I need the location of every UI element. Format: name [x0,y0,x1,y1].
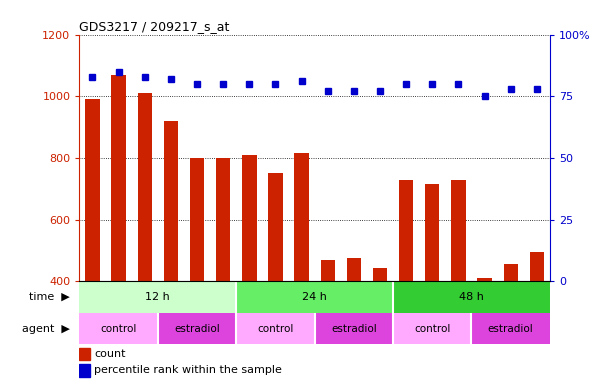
Text: count: count [95,349,126,359]
Bar [137,93,152,281]
Bar [452,180,466,281]
Bar [111,74,126,281]
Text: control: control [100,324,137,334]
Bar [268,174,283,281]
Text: estradiol: estradiol [331,324,377,334]
Bar [399,180,413,281]
Text: control: control [414,324,450,334]
Bar [79,313,158,344]
Bar [216,158,230,281]
Bar [236,281,393,313]
Text: percentile rank within the sample: percentile rank within the sample [95,366,282,376]
Text: estradiol: estradiol [488,324,533,334]
Bar [346,258,361,281]
Bar [164,121,178,281]
Bar [315,313,393,344]
Bar [321,260,335,281]
Bar [503,265,518,281]
Text: control: control [257,324,294,334]
Text: 24 h: 24 h [302,292,327,302]
Bar [190,158,204,281]
Bar [477,278,492,281]
Bar [79,348,90,361]
Text: 12 h: 12 h [145,292,170,302]
Bar [393,313,472,344]
Text: GDS3217 / 209217_s_at: GDS3217 / 209217_s_at [79,20,230,33]
Bar [373,268,387,281]
Text: time  ▶: time ▶ [29,292,70,302]
Bar [295,153,309,281]
Bar [236,313,315,344]
Bar [79,281,236,313]
Bar [242,155,257,281]
Bar [158,313,236,344]
Text: estradiol: estradiol [174,324,220,334]
Bar [472,313,550,344]
Text: agent  ▶: agent ▶ [22,324,70,334]
Bar [530,252,544,281]
Text: 48 h: 48 h [459,292,484,302]
Bar [79,364,90,377]
Bar [425,184,439,281]
Bar [86,99,100,281]
Bar [393,281,550,313]
